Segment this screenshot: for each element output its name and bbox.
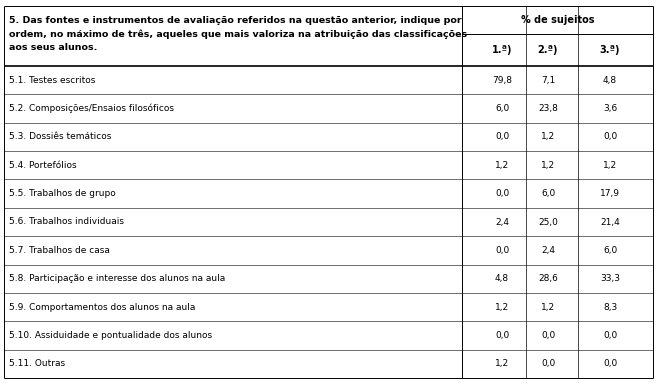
- Text: 1,2: 1,2: [541, 132, 555, 141]
- Text: 0,0: 0,0: [541, 331, 555, 340]
- Text: % de sujeitos: % de sujeitos: [521, 15, 594, 25]
- Text: 0,0: 0,0: [603, 132, 617, 141]
- Text: 5.9. Comportamentos dos alunos na aula: 5.9. Comportamentos dos alunos na aula: [9, 303, 195, 311]
- Text: 5.1. Testes escritos: 5.1. Testes escritos: [9, 76, 95, 85]
- Text: 3.ª): 3.ª): [600, 45, 620, 55]
- Text: 1,2: 1,2: [495, 303, 509, 311]
- Text: 5. Das fontes e instrumentos de avaliação referidos na questão anterior, indique: 5. Das fontes e instrumentos de avaliaçã…: [9, 16, 462, 25]
- Text: 5.11. Outras: 5.11. Outras: [9, 359, 65, 368]
- Text: 5.6. Trabalhos individuais: 5.6. Trabalhos individuais: [9, 217, 124, 227]
- Text: 1,2: 1,2: [603, 161, 617, 170]
- Text: 28,6: 28,6: [538, 274, 558, 283]
- Text: 5.4. Portefólios: 5.4. Portefólios: [9, 161, 77, 170]
- Text: 79,8: 79,8: [492, 76, 512, 85]
- Text: 2,4: 2,4: [541, 246, 555, 255]
- Text: 1.ª): 1.ª): [491, 45, 512, 55]
- Text: 6,0: 6,0: [603, 246, 617, 255]
- Text: 5.7. Trabalhos de casa: 5.7. Trabalhos de casa: [9, 246, 110, 255]
- Text: 5.10. Assiduidade e pontualidade dos alunos: 5.10. Assiduidade e pontualidade dos alu…: [9, 331, 212, 340]
- Text: 25,0: 25,0: [538, 217, 558, 227]
- Text: 1,2: 1,2: [495, 359, 509, 368]
- Text: 1,2: 1,2: [541, 161, 555, 170]
- Text: 3,6: 3,6: [603, 104, 617, 113]
- Text: 5.3. Dossiês temáticos: 5.3. Dossiês temáticos: [9, 132, 112, 141]
- Text: 0,0: 0,0: [603, 359, 617, 368]
- Text: 1,2: 1,2: [495, 161, 509, 170]
- Text: 21,4: 21,4: [600, 217, 620, 227]
- Text: 5.5. Trabalhos de grupo: 5.5. Trabalhos de grupo: [9, 189, 116, 198]
- Text: 0,0: 0,0: [603, 331, 617, 340]
- Text: 17,9: 17,9: [600, 189, 620, 198]
- Text: 0,0: 0,0: [495, 246, 509, 255]
- Text: 5.8. Participação e interesse dos alunos na aula: 5.8. Participação e interesse dos alunos…: [9, 274, 225, 283]
- Text: 2.ª): 2.ª): [537, 45, 558, 55]
- Text: 1,2: 1,2: [541, 303, 555, 311]
- Text: 0,0: 0,0: [495, 189, 509, 198]
- Text: 0,0: 0,0: [495, 331, 509, 340]
- Text: 5.2. Composições/Ensaios filosóficos: 5.2. Composições/Ensaios filosóficos: [9, 104, 174, 113]
- Text: 0,0: 0,0: [495, 132, 509, 141]
- Text: 6,0: 6,0: [495, 104, 509, 113]
- Text: 4,8: 4,8: [495, 274, 509, 283]
- Text: 7,1: 7,1: [541, 76, 555, 85]
- Text: 2,4: 2,4: [495, 217, 509, 227]
- Text: 33,3: 33,3: [600, 274, 620, 283]
- Text: aos seus alunos.: aos seus alunos.: [9, 43, 97, 52]
- Text: ordem, no máximo de três, aqueles que mais valoriza na atribuição das classifica: ordem, no máximo de três, aqueles que ma…: [9, 30, 467, 39]
- Text: 8,3: 8,3: [603, 303, 617, 311]
- Text: 6,0: 6,0: [541, 189, 555, 198]
- Text: 23,8: 23,8: [538, 104, 558, 113]
- Text: 0,0: 0,0: [541, 359, 555, 368]
- Text: 4,8: 4,8: [603, 76, 617, 85]
